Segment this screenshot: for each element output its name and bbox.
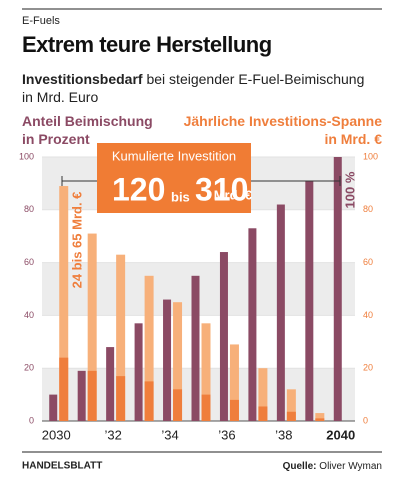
y-axis-label: Anteil Beimischung in Prozent <box>22 113 153 147</box>
source-label: Quelle: <box>283 461 317 472</box>
bar <box>173 302 183 421</box>
source-name: Oliver Wyman <box>319 461 382 472</box>
x-tick-label: 2030 <box>42 427 71 442</box>
bar <box>191 275 200 421</box>
y-tick-label: 60 <box>24 257 34 267</box>
source: Quelle: Oliver Wyman <box>283 461 382 472</box>
bar <box>59 357 69 421</box>
y-tick-label: 20 <box>24 363 34 373</box>
bar <box>144 381 154 421</box>
y-tick-label: 100 <box>19 151 34 161</box>
bar <box>315 413 325 421</box>
x-tick-label: ’34 <box>161 427 178 442</box>
bar <box>219 252 228 421</box>
bar <box>173 389 183 421</box>
bar <box>87 370 97 421</box>
bar <box>87 233 97 421</box>
annotation: Mrd. € <box>214 187 252 202</box>
bar <box>315 418 325 421</box>
y2-tick-label: 60 <box>363 257 373 267</box>
annotation: 24 bis 65 Mrd. € <box>69 192 84 289</box>
bar <box>286 411 296 421</box>
annotation: 100 % <box>342 171 357 208</box>
y-tick-label: 80 <box>24 204 34 214</box>
bar <box>333 157 342 421</box>
bar <box>59 186 69 421</box>
subtitle-text: bei steigender E-Fuel-Beimischung in Mrd… <box>22 71 365 105</box>
bar <box>258 368 268 421</box>
bar <box>106 347 115 421</box>
y-tick-label: 0 <box>29 415 34 425</box>
annotation: 310 <box>195 171 248 207</box>
y2-tick-label: 0 <box>363 415 368 425</box>
bar <box>201 323 211 421</box>
y2-tick-label: 80 <box>363 204 373 214</box>
bar <box>201 394 211 421</box>
y2-axis-label: Jährliche Investitions-Spanne in Mrd. € <box>183 113 382 147</box>
kicker: E-Fuels <box>22 15 60 27</box>
annotation: 120 <box>112 171 165 207</box>
bar <box>258 406 268 421</box>
subtitle: Investitionsbedarf bei steigender E-Fuel… <box>22 70 372 106</box>
x-tick-label: 2040 <box>326 427 355 442</box>
bar <box>77 370 86 421</box>
bar <box>305 180 314 421</box>
y-tick-label: 40 <box>24 310 34 320</box>
annotation: Kumulierte Investition <box>112 148 236 163</box>
publisher: HANDELSBLATT <box>22 461 102 472</box>
annotation-box <box>97 143 251 213</box>
subtitle-bold: Investitionsbedarf <box>22 71 143 87</box>
annotation: bis <box>171 189 190 204</box>
bar <box>229 399 239 421</box>
x-tick-label: ’36 <box>218 427 235 442</box>
bar <box>116 254 126 421</box>
bar <box>49 394 58 421</box>
bar <box>134 323 143 421</box>
bar <box>286 389 296 421</box>
x-tick-label: ’38 <box>275 427 292 442</box>
bar <box>229 344 239 421</box>
bar <box>276 204 285 421</box>
title: Extrem teure Herstellung <box>22 32 272 57</box>
y2-tick-label: 20 <box>363 363 373 373</box>
bar <box>163 299 172 421</box>
y2-tick-label: 40 <box>363 310 373 320</box>
bar <box>248 228 257 421</box>
y2-tick-label: 100 <box>363 151 378 161</box>
bar <box>144 275 154 421</box>
x-tick-label: ’32 <box>104 427 121 442</box>
bar <box>116 376 126 421</box>
